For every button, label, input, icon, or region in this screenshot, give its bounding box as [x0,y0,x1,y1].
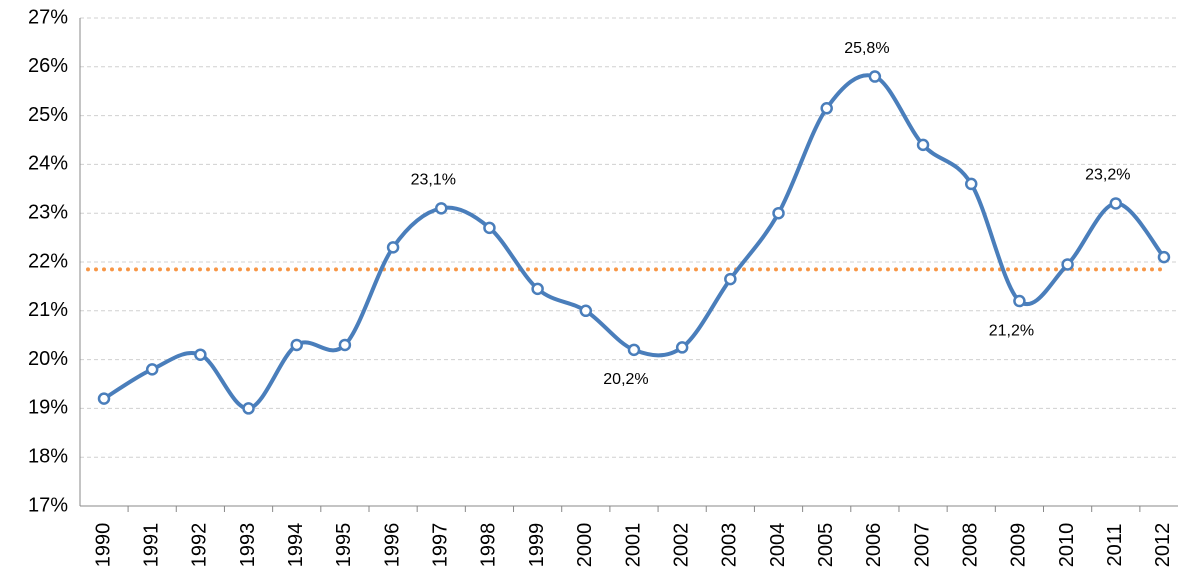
x-tick-label: 1995 [333,523,355,568]
x-tick-label: 2007 [911,523,933,568]
data-point [1157,250,1171,264]
x-tick-label: 2000 [574,523,596,568]
x-tick-label: 1991 [140,523,162,568]
y-tick-label: 20% [28,348,68,370]
data-point [242,402,255,415]
x-tick-label: 2001 [622,523,644,568]
data-point [483,221,496,235]
y-tick-label: 22% [28,250,68,272]
x-tick-label: 1993 [237,523,259,568]
data-point [964,177,978,191]
x-tick-label: 2009 [1008,523,1030,568]
data-point [386,241,400,254]
data-point [531,282,544,296]
x-tick-label: 2011 [1104,523,1126,566]
y-tick-label: 17% [28,494,68,516]
data-point [290,338,303,352]
data-point [97,392,111,405]
x-tick-label: 1998 [478,523,500,568]
data-point [772,206,785,220]
data-point [820,102,833,115]
y-tick-label: 21% [28,299,68,321]
x-tick-label: 2003 [719,523,741,568]
x-tick-label: 2008 [960,523,982,568]
data-point [868,70,882,83]
data-label: 23,1% [411,172,456,189]
y-tick-label: 25% [28,104,68,126]
data-point [675,341,689,354]
data-label: 23,2% [1085,167,1130,184]
data-point [916,138,930,152]
x-tick-label: 2006 [863,523,885,568]
y-tick-label: 27% [28,6,68,28]
data-line [102,73,1166,411]
data-point [435,202,448,215]
x-tick-label: 2004 [767,523,789,568]
x-tick-label: 2012 [1152,523,1174,568]
y-tick-label: 18% [28,445,68,467]
x-tick-label: 1994 [285,523,307,568]
x-tick-label: 2010 [1056,523,1078,568]
data-label: 21,2% [989,322,1034,339]
data-label: 20,2% [603,371,648,388]
data-label: 25,8% [844,40,889,57]
data-point [145,363,159,376]
data-point [338,338,352,352]
x-tick-label: 1992 [189,523,211,568]
data-point [1061,258,1074,271]
x-tick-label: 2005 [815,523,837,568]
x-tick-label: 1990 [92,523,114,568]
data-point [724,272,737,286]
data-point [194,348,207,361]
y-tick-label: 19% [28,397,68,419]
data-point [1109,197,1123,210]
y-tick-label: 23% [28,201,68,223]
data-point [579,304,593,318]
x-tick-label: 1997 [430,523,452,568]
y-tick-label: 26% [28,55,68,77]
y-tick-label: 24% [28,153,68,175]
x-tick-label: 1999 [526,523,548,568]
x-tick-label: 2002 [670,523,692,568]
x-tick-label: 1996 [381,523,403,568]
data-point [1013,294,1026,308]
data-point [627,343,641,357]
